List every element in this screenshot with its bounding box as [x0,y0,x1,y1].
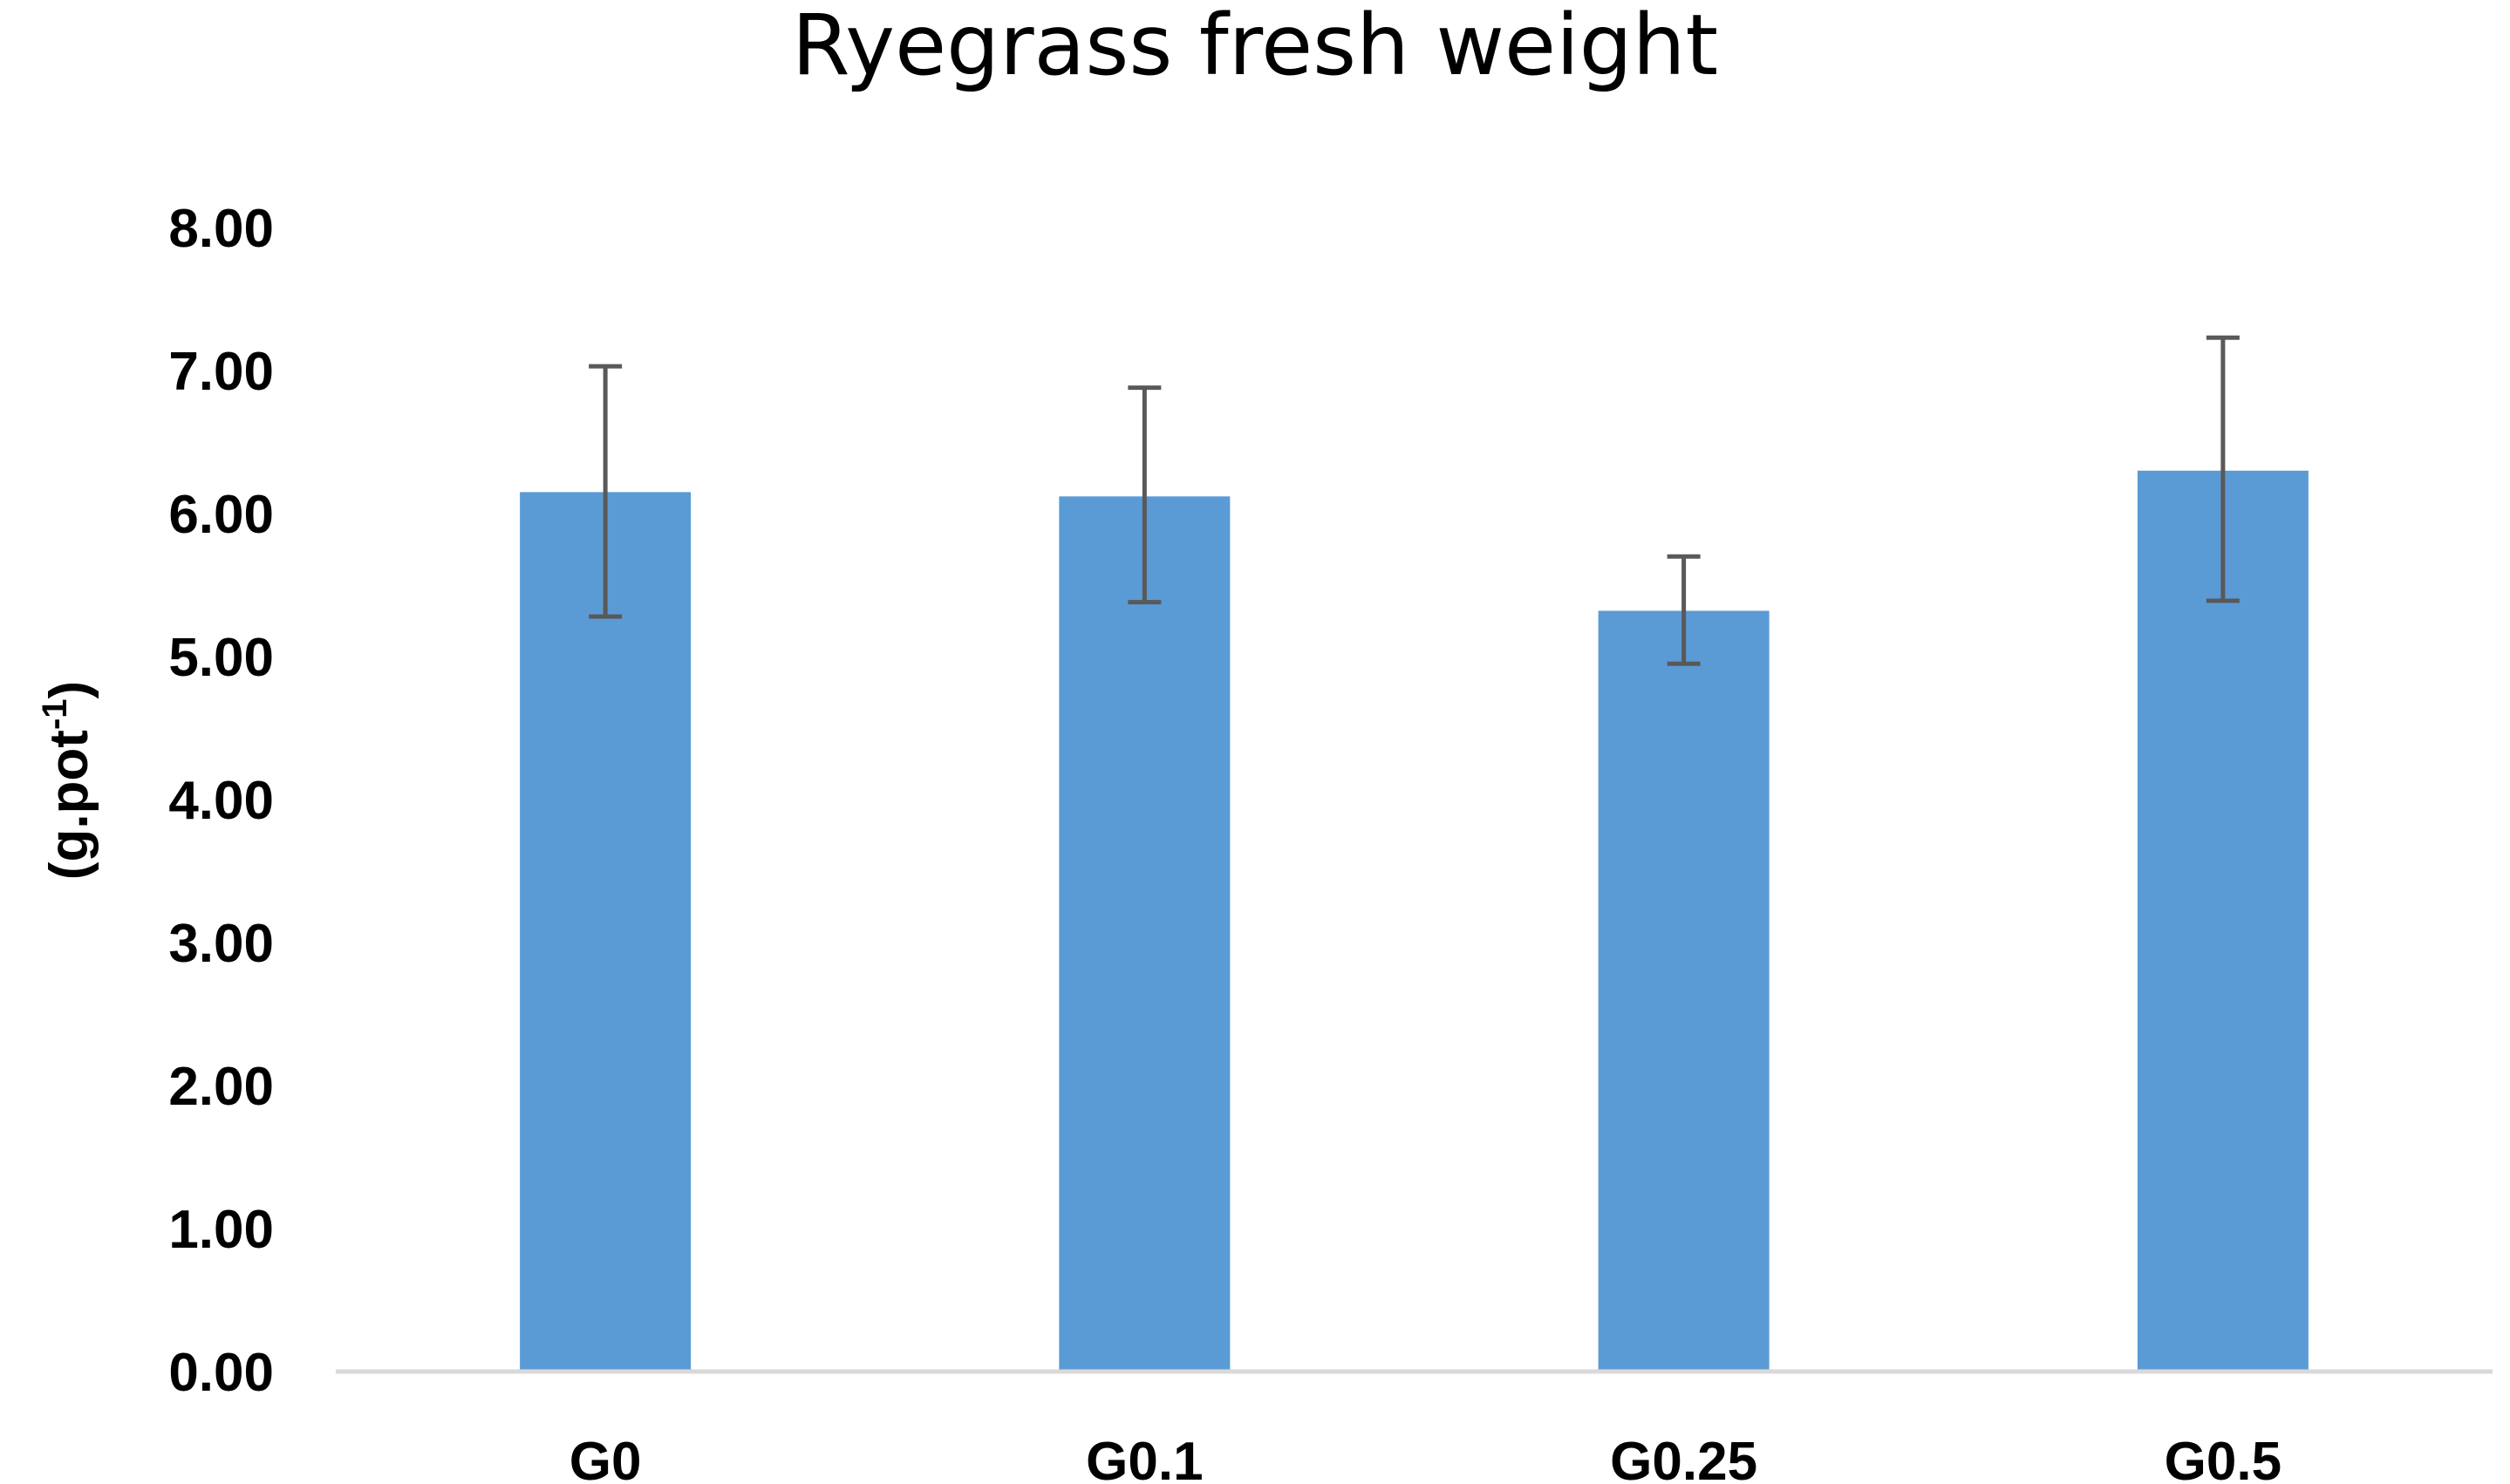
y-tick-label: 2.00 [168,1057,274,1117]
x-tick-label: G0.5 [2165,1432,2282,1484]
error-bar [2206,335,2240,603]
y-tick-label: 0.00 [168,1343,274,1403]
error-bar [1128,385,1162,605]
y-tick-label: 4.00 [168,771,274,831]
bar-g0-5 [2137,470,2309,1372]
y-tick-label: 1.00 [168,1200,274,1260]
y-axis-label-close: ) [39,681,99,699]
y-tick-labels: 0.00 1.00 2.00 3.00 4.00 5.00 6.00 7.00 8.00 [168,199,274,1403]
chart-title: Ryegrass fresh weight [792,0,1718,94]
y-tick-label: 5.00 [168,628,274,688]
y-tick-label: 3.00 [168,914,274,974]
bar-g0 [520,492,692,1372]
bar-g0-25 [1598,610,1770,1372]
error-bar [589,364,623,619]
y-tick-label: 6.00 [168,485,274,545]
bar-g0-1 [1059,496,1231,1372]
x-tick-label: G0.25 [1610,1432,1757,1484]
error-bar [1667,554,1701,666]
y-axis-label-superscript: -1 [36,698,74,730]
error-bars [589,335,2240,666]
x-tick-label: G0.1 [1086,1432,1203,1484]
y-axis-label-main: (g.pot [39,730,99,880]
y-tick-label: 7.00 [168,342,274,402]
x-tick-labels: G0 G0.1 G0.25 G0.5 [570,1432,2282,1484]
y-tick-label: 8.00 [168,199,274,259]
y-axis-label: (g.pot-1) [36,681,99,880]
x-tick-label: G0 [570,1432,642,1484]
bars [520,470,2309,1372]
